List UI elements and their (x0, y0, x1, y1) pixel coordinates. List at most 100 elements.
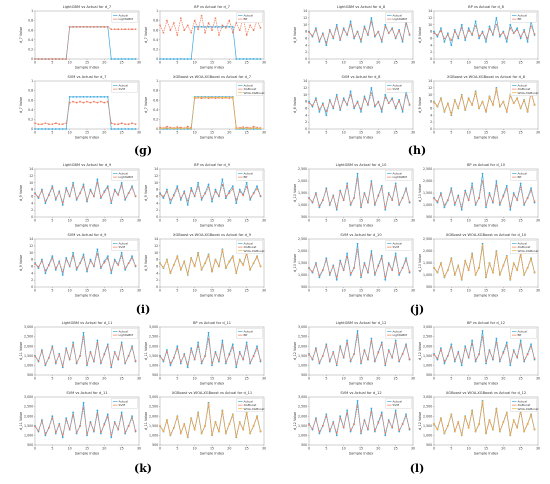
data-point (55, 58, 57, 60)
data-point (232, 188, 234, 190)
data-point (373, 105, 376, 108)
data-point (169, 364, 172, 367)
data-point (96, 178, 99, 181)
data-point (440, 193, 442, 196)
data-point (169, 127, 172, 130)
x-tick-label: 20 (501, 61, 505, 65)
y-tick-label: 2,000 (298, 414, 307, 418)
data-point (512, 419, 515, 422)
legend-label: Actual (119, 14, 129, 18)
data-point (433, 30, 435, 33)
legend-label: XGBoost (244, 87, 258, 91)
x-tick-label: 25 (245, 219, 249, 223)
legend-box (236, 12, 263, 23)
data-point (200, 25, 203, 28)
y-axis-label: d_7 Value (144, 27, 148, 43)
data-point (467, 269, 470, 272)
data-point (499, 34, 501, 36)
data-point (214, 17, 217, 19)
y-tick-label: 6 (31, 195, 33, 199)
data-point (120, 28, 123, 30)
data-point (186, 127, 189, 130)
y-axis-label: d_9 Value (144, 185, 148, 201)
data-point (394, 36, 397, 39)
x-axis-label: Sample Index (200, 136, 225, 140)
legend-box (385, 82, 412, 93)
data-point (127, 262, 130, 265)
data-point (225, 195, 227, 198)
data-point (190, 58, 193, 60)
data-point (446, 269, 449, 272)
x-tick-label: 5 (176, 447, 178, 451)
data-point (356, 405, 359, 407)
x-tick-label: 0 (34, 377, 36, 381)
data-point (443, 360, 446, 362)
data-point (51, 58, 54, 60)
data-point (113, 422, 116, 424)
x-tick-label: 25 (245, 61, 249, 65)
data-point (453, 28, 456, 31)
y-tick-label: 3,000 (149, 395, 158, 399)
y-tick-label: 2 (305, 120, 307, 124)
data-point (436, 200, 439, 203)
y-tick-label: 14 (154, 167, 158, 171)
data-point (380, 254, 383, 257)
data-point (190, 349, 192, 352)
data-point (398, 30, 400, 32)
data-point (512, 102, 515, 105)
data-point (460, 364, 463, 367)
data-point (363, 193, 366, 195)
data-point (75, 432, 78, 435)
legend-label: Actual (119, 330, 129, 334)
y-tick-label: 1 (31, 9, 33, 13)
data-point (374, 104, 376, 107)
data-point (41, 123, 43, 125)
series-lightgbm (308, 334, 411, 366)
data-point (533, 104, 536, 106)
data-point (207, 22, 210, 24)
x-tick-label: 15 (210, 219, 214, 223)
data-point (82, 185, 85, 188)
data-point (113, 28, 116, 30)
subplot-title: XGBoost vs WOA-XGBoost vs Actual for d_8 (447, 75, 526, 79)
data-point (474, 25, 477, 27)
data-point (103, 95, 106, 98)
data-point (433, 422, 435, 425)
data-point (89, 188, 92, 191)
x-tick-label: 25 (120, 377, 124, 381)
data-point (353, 36, 355, 38)
subplot-title: BP vs Actual for d_10 (467, 163, 506, 167)
subplot-title: LightGBM vs Actual for d_11 (62, 321, 113, 325)
data-point (509, 364, 512, 367)
subplot: LightGBM vs Actual for d_110 5 10 15 20 25 305… (19, 321, 141, 386)
y-tick-label: 10 (154, 181, 158, 185)
data-point (370, 411, 373, 413)
data-point (488, 95, 491, 98)
y-tick-label: 2,500 (149, 335, 158, 339)
data-point (96, 248, 99, 251)
data-point (339, 38, 341, 40)
data-point (89, 95, 92, 98)
data-point (519, 35, 522, 38)
data-point (252, 127, 255, 130)
legend-label: Actual (518, 330, 528, 334)
data-point (495, 86, 498, 89)
data-point (252, 29, 255, 31)
series-woa-xgboost (433, 244, 536, 281)
data-point (401, 353, 404, 356)
data-point (401, 40, 404, 43)
data-point (436, 271, 439, 274)
subplot-title: SVM vs Actual for d_12 (340, 391, 381, 395)
data-point (335, 208, 338, 211)
data-point (447, 199, 449, 201)
y-tick-label: 2,500 (298, 237, 307, 241)
data-point (398, 430, 401, 433)
data-point (342, 199, 345, 201)
data-point (356, 329, 359, 332)
data-point (516, 27, 519, 30)
data-point (367, 358, 369, 360)
x-tick-label: 5 (325, 61, 327, 65)
y-axis-label: d_12 Value (293, 342, 297, 361)
data-point (318, 205, 321, 207)
data-point (339, 259, 342, 262)
